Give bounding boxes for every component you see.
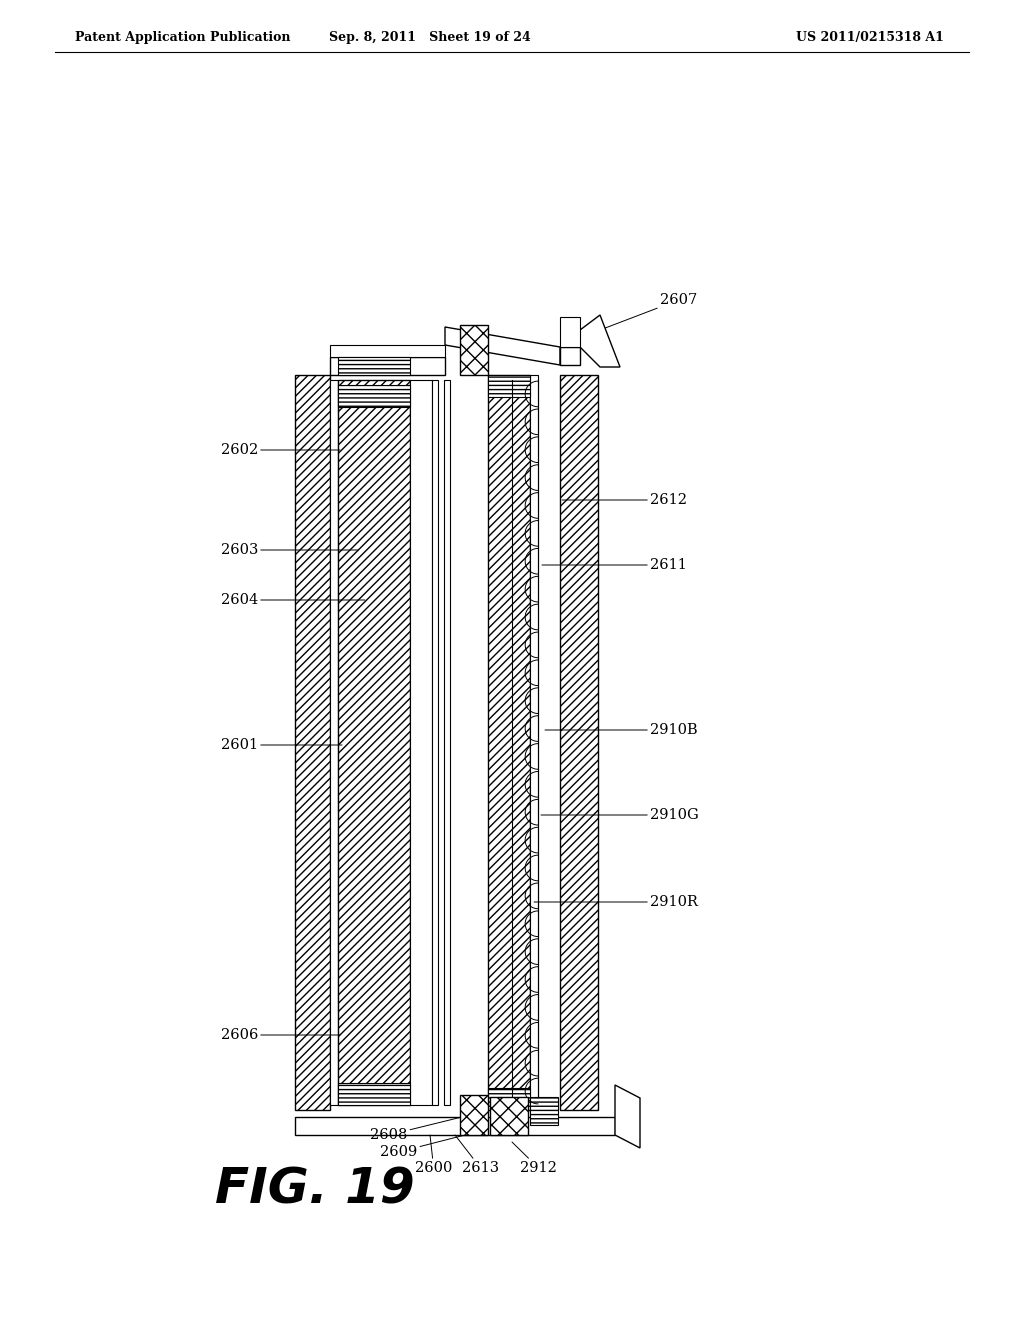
Bar [488,1088,530,1110]
Polygon shape [580,315,620,367]
Bar [460,325,488,375]
Bar [444,380,450,1105]
Text: 2601: 2601 [221,738,342,752]
Text: 2607: 2607 [600,293,697,330]
Bar [330,356,445,375]
Bar [338,1082,410,1105]
Bar [338,356,410,375]
Text: 2603: 2603 [220,543,358,557]
Bar [338,380,410,1105]
Text: 2910R: 2910R [534,895,698,909]
Bar [295,1117,615,1135]
Text: 2602: 2602 [221,444,340,457]
Bar [410,380,432,1105]
Text: Patent Application Publication: Patent Application Publication [75,30,291,44]
Bar [530,375,538,1110]
Bar [330,345,445,356]
Polygon shape [615,1085,640,1148]
Text: 2608: 2608 [370,1115,470,1142]
Text: FIG. 19: FIG. 19 [215,1166,415,1213]
Bar [432,380,438,1105]
Bar [488,375,530,397]
Text: 2604: 2604 [221,593,365,607]
Text: Sep. 8, 2011   Sheet 19 of 24: Sep. 8, 2011 Sheet 19 of 24 [329,30,530,44]
Text: 2910G: 2910G [541,808,698,822]
Bar [488,375,530,1110]
Text: US 2011/0215318 A1: US 2011/0215318 A1 [796,30,944,44]
Text: 2613: 2613 [455,1135,499,1175]
Bar [530,1097,558,1125]
Bar [560,347,580,366]
Bar [490,1097,528,1135]
Text: 2600: 2600 [415,1135,453,1175]
Bar [330,380,338,1105]
Text: 2611: 2611 [542,558,687,572]
Text: 2609: 2609 [380,1135,465,1159]
Text: 2612: 2612 [562,492,687,507]
Text: 2606: 2606 [220,1028,340,1041]
Text: 2910B: 2910B [545,723,697,737]
Bar [338,385,410,407]
Bar [560,375,598,1110]
Polygon shape [445,327,560,366]
Bar [295,375,330,1110]
Bar [560,317,580,347]
Text: 2912: 2912 [512,1142,557,1175]
Bar [460,1096,488,1135]
